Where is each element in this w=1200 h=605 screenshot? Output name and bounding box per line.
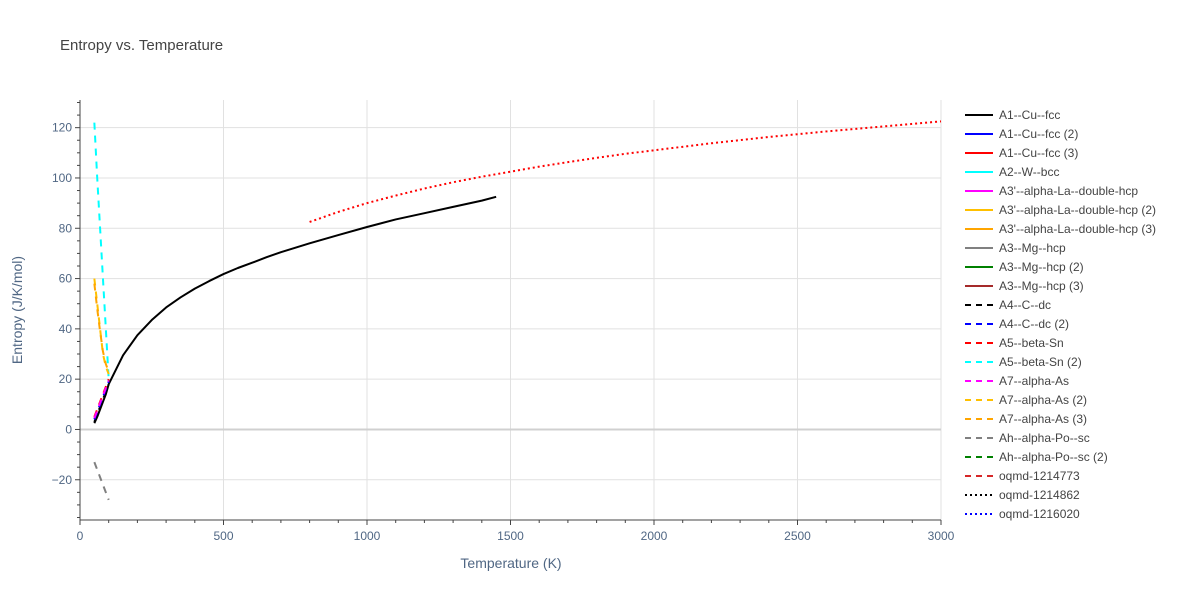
legend-item[interactable]: oqmd-1216020 bbox=[965, 507, 1080, 521]
legend-item[interactable]: A1--Cu--fcc (2) bbox=[965, 127, 1078, 141]
legend-item[interactable]: A7--alpha-As (3) bbox=[965, 412, 1087, 426]
y-tick-label: 120 bbox=[52, 121, 72, 135]
series-lines bbox=[93, 120, 942, 501]
legend-label: A1--Cu--fcc (2) bbox=[999, 127, 1078, 141]
legend-item[interactable]: Ah--alpha-Po--sc (2) bbox=[965, 450, 1108, 464]
legend-label: A3'--alpha-La--double-hcp (3) bbox=[999, 222, 1156, 236]
x-tick-label: 1000 bbox=[354, 529, 381, 543]
series-line bbox=[93, 278, 110, 375]
y-tick-label: 80 bbox=[59, 221, 73, 235]
legend-label: A4--C--dc (2) bbox=[999, 317, 1069, 331]
legend-item[interactable]: A3'--alpha-La--double-hcp (3) bbox=[965, 222, 1156, 236]
y-tick-label: 40 bbox=[59, 322, 73, 336]
legend-item[interactable]: A3'--alpha-La--double-hcp bbox=[965, 184, 1138, 198]
legend-item[interactable]: A3'--alpha-La--double-hcp (2) bbox=[965, 203, 1156, 217]
y-axis-title: Entropy (J/K/mol) bbox=[9, 256, 25, 364]
y-tick-label: 20 bbox=[59, 372, 73, 386]
legend-item[interactable]: A3--Mg--hcp bbox=[965, 241, 1066, 255]
y-tick-label: 60 bbox=[59, 272, 73, 286]
legend-label: A4--C--dc bbox=[999, 298, 1051, 312]
legend-item[interactable]: A7--alpha-As bbox=[965, 374, 1069, 388]
legend-item[interactable]: A3--Mg--hcp (2) bbox=[965, 260, 1084, 274]
legend-item[interactable]: A2--W--bcc bbox=[965, 165, 1059, 179]
y-tick-label: 0 bbox=[65, 422, 72, 436]
series-line bbox=[93, 461, 110, 501]
legend-item[interactable]: A7--alpha-As (2) bbox=[965, 393, 1087, 407]
series-line bbox=[93, 283, 110, 372]
series-line bbox=[309, 120, 942, 223]
grid-lines bbox=[80, 100, 942, 520]
legend-label: A3--Mg--hcp bbox=[999, 241, 1066, 255]
legend-label: oqmd-1214862 bbox=[999, 488, 1080, 502]
legend: A1--Cu--fcc A1--Cu--fcc (2) A1--Cu--fcc (3… bbox=[965, 108, 1156, 521]
legend-label: A5--beta-Sn bbox=[999, 336, 1064, 350]
legend-label: oqmd-1214773 bbox=[999, 469, 1080, 483]
legend-label: A7--alpha-As (3) bbox=[999, 412, 1087, 426]
legend-item[interactable]: A4--C--dc (2) bbox=[965, 317, 1069, 331]
x-tick-label: 3000 bbox=[928, 529, 955, 543]
legend-item[interactable]: A1--Cu--fcc (3) bbox=[965, 146, 1078, 160]
legend-label: A3'--alpha-La--double-hcp (2) bbox=[999, 203, 1156, 217]
legend-label: A3--Mg--hcp (3) bbox=[999, 279, 1084, 293]
series-line bbox=[93, 380, 110, 419]
x-tick-label: 2500 bbox=[784, 529, 811, 543]
legend-label: Ah--alpha-Po--sc bbox=[999, 431, 1090, 445]
legend-label: A3'--alpha-La--double-hcp bbox=[999, 184, 1138, 198]
legend-label: oqmd-1216020 bbox=[999, 507, 1080, 521]
legend-label: A5--beta-Sn (2) bbox=[999, 355, 1082, 369]
legend-label: A7--alpha-As bbox=[999, 374, 1069, 388]
x-tick-label: 1500 bbox=[497, 529, 524, 543]
legend-label: A7--alpha-As (2) bbox=[999, 393, 1087, 407]
x-axis-title: Temperature (K) bbox=[460, 555, 561, 571]
tick-labels: 0 500 1000 1500 2000 2500 3000 −20 0 20 40 60 80 100 1… bbox=[52, 121, 955, 543]
legend-item[interactable]: A5--beta-Sn bbox=[965, 336, 1064, 350]
legend-item[interactable]: A4--C--dc bbox=[965, 298, 1051, 312]
x-tick-label: 0 bbox=[77, 529, 84, 543]
legend-item[interactable]: A1--Cu--fcc bbox=[965, 108, 1060, 122]
y-tick-label: −20 bbox=[52, 473, 73, 487]
axes bbox=[75, 100, 942, 525]
legend-item[interactable]: oqmd-1214773 bbox=[965, 469, 1080, 483]
series-line bbox=[93, 378, 110, 418]
legend-label: Ah--alpha-Po--sc (2) bbox=[999, 450, 1108, 464]
legend-label: A1--Cu--fcc bbox=[999, 108, 1060, 122]
series-line bbox=[93, 122, 110, 380]
legend-item[interactable]: A5--beta-Sn (2) bbox=[965, 355, 1082, 369]
legend-item[interactable]: oqmd-1214862 bbox=[965, 488, 1080, 502]
y-tick-label: 100 bbox=[52, 171, 72, 185]
legend-item[interactable]: A3--Mg--hcp (3) bbox=[965, 279, 1084, 293]
chart-title: Entropy vs. Temperature bbox=[60, 37, 223, 54]
legend-label: A2--W--bcc bbox=[999, 165, 1059, 179]
legend-item[interactable]: Ah--alpha-Po--sc bbox=[965, 431, 1090, 445]
legend-label: A1--Cu--fcc (3) bbox=[999, 146, 1078, 160]
x-tick-label: 2000 bbox=[641, 529, 668, 543]
legend-label: A3--Mg--hcp (2) bbox=[999, 260, 1084, 274]
x-tick-label: 500 bbox=[213, 529, 233, 543]
series-line bbox=[93, 195, 497, 424]
